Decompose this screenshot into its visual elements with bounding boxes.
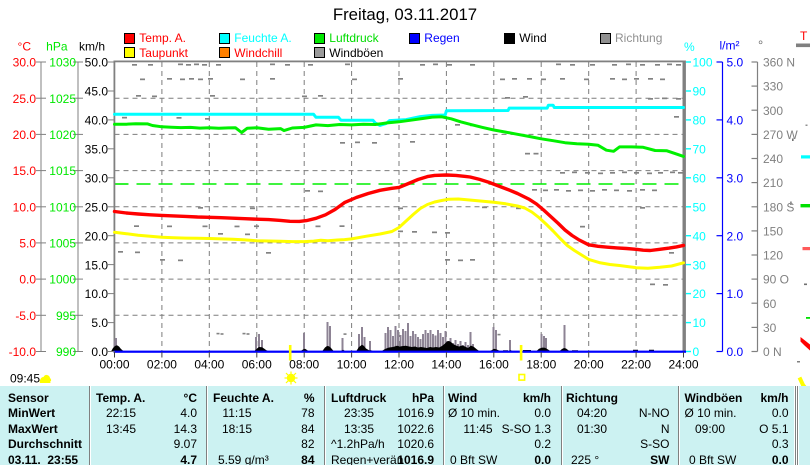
svg-text:150: 150 xyxy=(763,224,783,238)
svg-text:330: 330 xyxy=(763,80,783,94)
svg-text:995: 995 xyxy=(56,309,76,323)
svg-text:1010: 1010 xyxy=(49,200,76,214)
svg-text:25.0: 25.0 xyxy=(85,200,109,214)
svg-text:30.0: 30.0 xyxy=(85,171,109,185)
svg-text:70: 70 xyxy=(693,142,707,156)
svg-text:0 N: 0 N xyxy=(763,345,782,359)
svg-text:10.0: 10.0 xyxy=(85,287,109,301)
svg-text:90: 90 xyxy=(693,85,707,99)
svg-text:60: 60 xyxy=(693,171,707,185)
svg-text:3.0: 3.0 xyxy=(727,171,744,185)
svg-text:20:00: 20:00 xyxy=(574,358,604,372)
svg-text:30: 30 xyxy=(763,321,777,335)
svg-text:08:00: 08:00 xyxy=(289,358,319,372)
svg-text:0.0: 0.0 xyxy=(727,345,744,359)
svg-text:09:45: 09:45 xyxy=(10,372,40,386)
svg-text:120: 120 xyxy=(763,249,783,263)
svg-text:60: 60 xyxy=(763,297,777,311)
svg-text:30: 30 xyxy=(693,258,707,272)
svg-text:20: 20 xyxy=(693,287,707,301)
svg-text:1000: 1000 xyxy=(49,273,76,287)
svg-text:10: 10 xyxy=(693,316,707,330)
svg-text:1030: 1030 xyxy=(49,56,76,70)
svg-text:5.0: 5.0 xyxy=(91,316,108,330)
svg-text:360 N: 360 N xyxy=(763,56,795,70)
svg-text:45.0: 45.0 xyxy=(85,85,109,99)
svg-text:00:00: 00:00 xyxy=(99,358,129,372)
svg-text:1025: 1025 xyxy=(49,92,76,106)
svg-text:20.0: 20.0 xyxy=(13,128,37,142)
svg-text:10:00: 10:00 xyxy=(337,358,367,372)
svg-text:80: 80 xyxy=(693,114,707,128)
svg-text:°C: °C xyxy=(18,40,32,54)
svg-text:14:00: 14:00 xyxy=(431,358,461,372)
svg-text:24:00: 24:00 xyxy=(668,358,698,372)
svg-text:T: T xyxy=(800,29,808,43)
svg-text:°: ° xyxy=(758,38,763,53)
svg-text:5.0: 5.0 xyxy=(727,56,744,70)
svg-text:16:00: 16:00 xyxy=(479,358,509,372)
svg-text:1.0: 1.0 xyxy=(727,287,744,301)
svg-text:1020: 1020 xyxy=(49,128,76,142)
svg-text:15.0: 15.0 xyxy=(85,258,109,272)
svg-text:30.0: 30.0 xyxy=(13,56,37,70)
svg-text:15.0: 15.0 xyxy=(13,164,37,178)
svg-text:4.0: 4.0 xyxy=(727,114,744,128)
svg-text:12:00: 12:00 xyxy=(384,358,414,372)
svg-text:180 S: 180 S xyxy=(763,200,794,214)
svg-text:0.0: 0.0 xyxy=(91,345,108,359)
svg-text:1015: 1015 xyxy=(49,164,76,178)
svg-text:0: 0 xyxy=(693,345,700,359)
svg-text:02:00: 02:00 xyxy=(147,358,177,372)
svg-text:25.0: 25.0 xyxy=(13,92,37,106)
svg-text:20.0: 20.0 xyxy=(85,229,109,243)
svg-text:1005: 1005 xyxy=(49,237,76,251)
svg-text:-10.0: -10.0 xyxy=(9,345,37,359)
svg-text:2.0: 2.0 xyxy=(727,229,744,243)
svg-text:km/h: km/h xyxy=(79,40,105,54)
svg-text:50: 50 xyxy=(693,200,707,214)
svg-text:990: 990 xyxy=(56,345,76,359)
svg-text:22:00: 22:00 xyxy=(621,358,651,372)
svg-text:90 O: 90 O xyxy=(763,273,789,287)
svg-text:-5.0: -5.0 xyxy=(15,309,36,323)
svg-text:0.0: 0.0 xyxy=(19,273,36,287)
svg-text:40: 40 xyxy=(693,229,707,243)
svg-text:06:00: 06:00 xyxy=(242,358,272,372)
svg-text:18:00: 18:00 xyxy=(526,358,556,372)
svg-text:l/m²: l/m² xyxy=(720,39,740,53)
svg-text:270 W: 270 W xyxy=(763,128,798,142)
svg-text:50.0: 50.0 xyxy=(85,56,109,70)
svg-text:04:00: 04:00 xyxy=(194,358,224,372)
svg-text:40.0: 40.0 xyxy=(85,114,109,128)
svg-text:hPa: hPa xyxy=(46,40,68,54)
svg-text:10.0: 10.0 xyxy=(13,200,37,214)
svg-text:5.0: 5.0 xyxy=(19,237,36,251)
svg-text:35.0: 35.0 xyxy=(85,142,109,156)
svg-text:100: 100 xyxy=(693,56,713,70)
svg-text:%: % xyxy=(684,40,695,54)
svg-text:300: 300 xyxy=(763,104,783,118)
svg-text:240: 240 xyxy=(763,152,783,166)
svg-text:210: 210 xyxy=(763,176,783,190)
